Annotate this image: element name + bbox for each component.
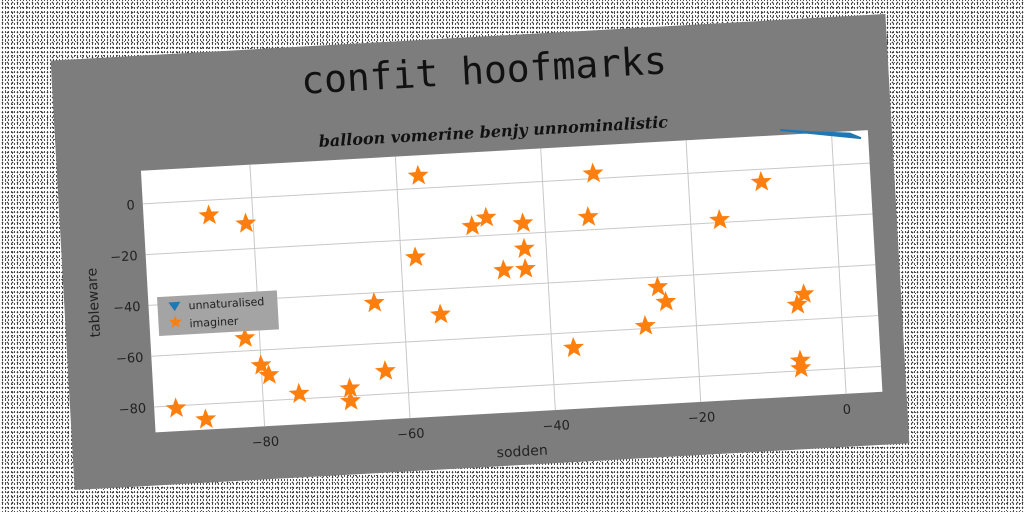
series-imaginer-point	[288, 382, 310, 404]
ticks-layer: −80 −60 −40 −20 0 0 −20 −40 −60 −80	[110, 198, 852, 452]
legend-label-unnaturalised: unnaturalised	[188, 295, 264, 312]
x-tick-label: −80	[251, 435, 279, 452]
series-imaginer-point	[340, 390, 361, 411]
y-tick-label: −60	[116, 351, 144, 368]
plot-area: −80 −60 −40 −20 0 0 −20 −40 −60 −80 unnaturalised…	[110, 128, 883, 452]
series-layer	[165, 128, 862, 429]
x-tick-label: 0	[842, 403, 851, 418]
legend-box	[157, 290, 280, 337]
y-axis-label: tableware	[84, 267, 104, 337]
plot-background	[140, 130, 883, 433]
series-imaginer-point	[195, 408, 217, 429]
series-imaginer-point	[461, 215, 483, 236]
series-imaginer-point	[198, 204, 220, 225]
y-tick-label: −80	[118, 401, 146, 418]
x-tick-label: −60	[397, 426, 425, 443]
y-tick-label: 0	[126, 198, 135, 213]
series-imaginer-point	[429, 303, 451, 324]
x-tick-label: −20	[688, 410, 716, 427]
series-imaginer-point	[709, 208, 730, 230]
series-imaginer-point	[655, 290, 677, 312]
legend-marker-imaginer	[168, 315, 182, 328]
series-imaginer-point	[750, 170, 772, 192]
series-imaginer-point	[475, 206, 497, 227]
series-imaginer-point	[647, 276, 669, 297]
series-imaginer-point	[577, 206, 599, 227]
y-gridline	[145, 213, 873, 256]
series-imaginer-point	[582, 162, 604, 183]
series-imaginer-point	[339, 377, 361, 398]
series-imaginer-point	[404, 246, 426, 267]
series-imaginer-point	[493, 259, 515, 280]
series-imaginer-point	[374, 360, 396, 381]
series-imaginer-point	[512, 212, 534, 233]
legend: unnaturalised imaginer	[157, 290, 280, 337]
x-gridline	[685, 140, 702, 402]
x-axis-label: sodden	[496, 443, 548, 462]
series-imaginer-point	[634, 315, 656, 336]
series-imaginer-point	[363, 291, 385, 313]
series-imaginer-point	[165, 397, 187, 418]
series-imaginer-point	[258, 364, 280, 385]
series-imaginer-point	[407, 164, 429, 185]
series-imaginer-point	[793, 283, 815, 304]
x-gridline	[540, 148, 556, 411]
series-imaginer-point	[786, 293, 808, 315]
x-gridline	[830, 132, 847, 394]
series-imaginer-point	[790, 357, 812, 378]
y-tick-label: −40	[113, 300, 141, 317]
legend-marker-unnaturalised	[168, 301, 181, 312]
series-imaginer-point	[235, 212, 257, 233]
series-imaginer-point	[514, 258, 536, 279]
y-gridline	[154, 365, 882, 408]
y-tick-label: −20	[110, 249, 138, 266]
x-tick-label: −40	[542, 418, 570, 435]
series-imaginer-point	[250, 354, 272, 375]
x-gridline	[394, 156, 411, 419]
series-unnaturalised-shape	[780, 128, 862, 140]
series-imaginer-point	[513, 237, 535, 258]
series-imaginer-point	[563, 336, 584, 358]
y-gridline	[151, 315, 879, 357]
legend-label-imaginer: imaginer	[189, 315, 239, 331]
series-imaginer-point	[234, 327, 256, 348]
y-gridline	[142, 162, 870, 205]
